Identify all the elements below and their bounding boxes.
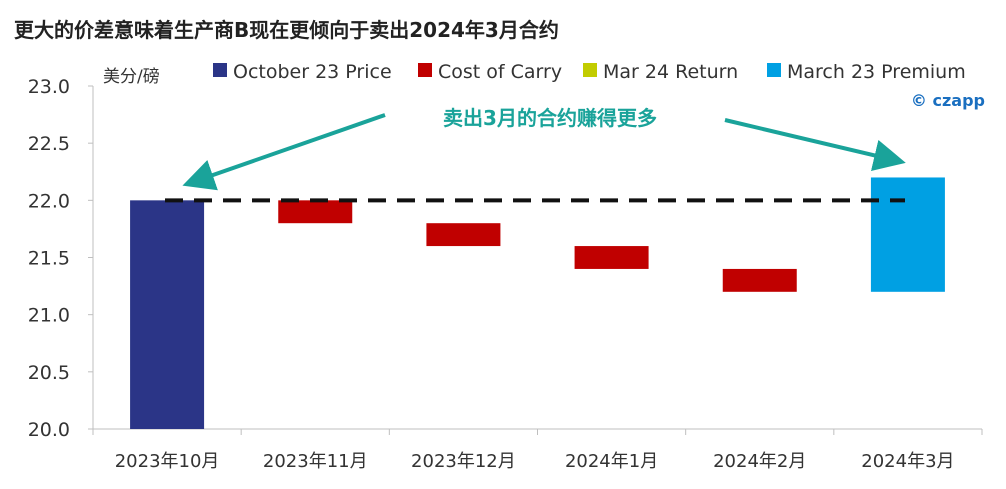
legend-label: March 23 Premium <box>787 61 966 83</box>
legend-label: Mar 24 Return <box>603 61 738 83</box>
legend-label: Cost of Carry <box>438 61 562 83</box>
bar <box>130 200 205 429</box>
x-tick-label: 2024年3月 <box>861 451 954 472</box>
bar <box>574 246 649 269</box>
x-tick-label: 2024年1月 <box>565 451 658 472</box>
bar <box>426 223 501 247</box>
legend-label: October 23 Price <box>233 61 392 83</box>
legend-swatch <box>418 63 432 77</box>
annotation-text: 卖出3月的合约赚得更多 <box>443 106 657 130</box>
x-tick-label: 2023年12月 <box>411 451 516 472</box>
x-tick-label: 2023年10月 <box>115 451 220 472</box>
annotation-arrow-right <box>724 118 906 172</box>
y-tick-label: 20.5 <box>28 362 70 384</box>
y-tick-label: 22.0 <box>28 190 70 212</box>
bar <box>278 200 353 224</box>
y-axis-label: 美分/磅 <box>103 67 160 87</box>
y-tick-label: 20.0 <box>28 419 70 441</box>
y-tick-label: 22.5 <box>28 133 70 155</box>
y-tick-label: 21.0 <box>28 305 70 327</box>
x-tick-label: 2024年2月 <box>713 451 806 472</box>
bar <box>722 268 797 292</box>
legend-swatch <box>767 63 781 77</box>
y-tick-label: 21.5 <box>28 248 70 270</box>
bar <box>870 177 945 292</box>
legend-swatch <box>583 63 597 77</box>
y-tick-label: 23.0 <box>28 76 70 98</box>
annotation-arrow-left <box>182 113 386 191</box>
brand-label: © czapp <box>911 91 985 110</box>
chart-title: 更大的价差意味着生产商B现在更倾向于卖出2024年3月合约 <box>14 18 559 42</box>
legend-swatch <box>213 63 227 77</box>
x-tick-label: 2023年11月 <box>263 451 368 472</box>
